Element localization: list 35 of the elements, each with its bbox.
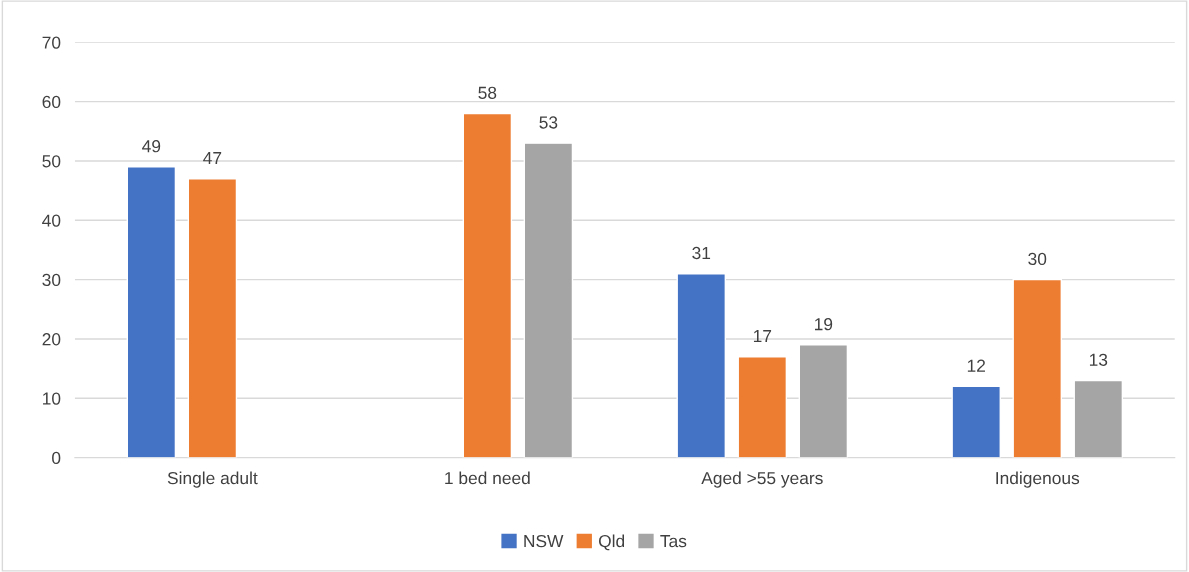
bar bbox=[798, 344, 849, 458]
y-tick-label: 50 bbox=[42, 155, 61, 168]
y-tick-label: 40 bbox=[42, 214, 61, 227]
bar bbox=[462, 112, 513, 458]
y-tick-label: 10 bbox=[43, 392, 61, 405]
y-tick-label: 20 bbox=[42, 333, 61, 346]
data-label: 13 bbox=[1089, 353, 1108, 366]
y-tick-label: 30 bbox=[42, 273, 61, 287]
bar bbox=[1012, 278, 1063, 458]
data-label: 17 bbox=[753, 330, 772, 343]
bar bbox=[126, 166, 177, 458]
legend-label: NSW bbox=[524, 534, 564, 548]
data-label: 58 bbox=[478, 86, 497, 99]
y-tick-label: 60 bbox=[42, 95, 61, 109]
bar bbox=[737, 356, 788, 458]
bar bbox=[187, 178, 238, 458]
y-tick-label: 70 bbox=[42, 36, 61, 49]
x-tick-label: Indigenous bbox=[996, 471, 1080, 488]
data-label: 12 bbox=[967, 359, 985, 372]
y-tick-label: 0 bbox=[52, 451, 61, 465]
bar bbox=[523, 142, 574, 458]
bar bbox=[676, 272, 727, 458]
x-tick-label: 1 bed need bbox=[445, 471, 530, 485]
data-label: 47 bbox=[203, 152, 222, 165]
data-label: 31 bbox=[692, 246, 711, 260]
bar bbox=[1073, 379, 1124, 458]
legend-label: Tas bbox=[660, 535, 687, 548]
data-label: 49 bbox=[142, 140, 161, 153]
data-label: 53 bbox=[539, 116, 558, 129]
x-tick-label: Aged >55 years bbox=[701, 471, 823, 488]
data-label: 19 bbox=[815, 318, 833, 331]
x-tick-label: Single adult bbox=[167, 471, 258, 488]
legend-label: Qld bbox=[598, 534, 625, 551]
data-label: 30 bbox=[1028, 252, 1047, 266]
bar bbox=[951, 385, 1001, 458]
